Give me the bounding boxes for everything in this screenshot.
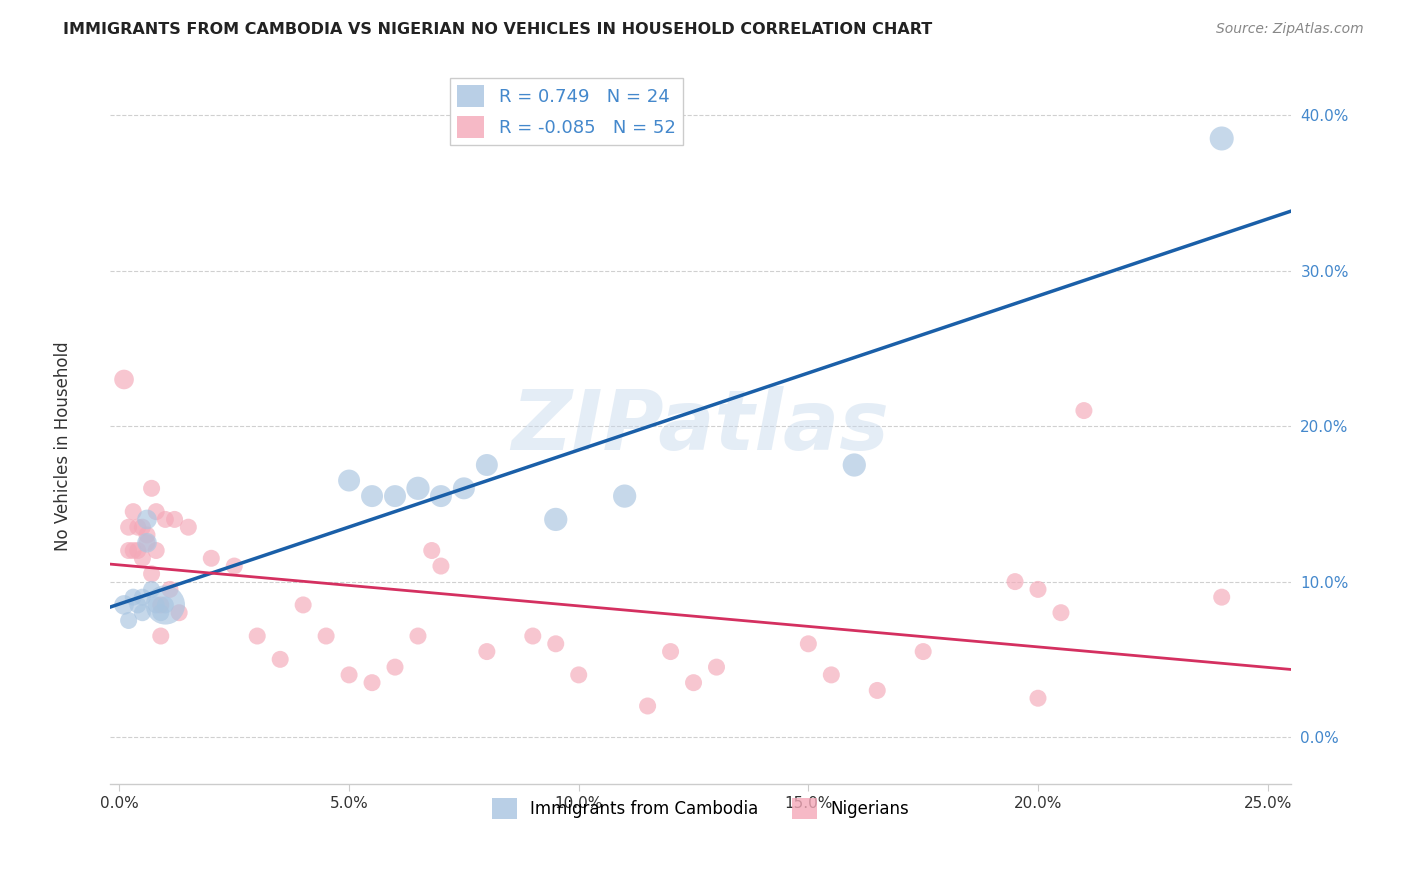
Point bbox=[430, 489, 453, 503]
Point bbox=[136, 535, 159, 549]
Point bbox=[159, 582, 181, 597]
Point bbox=[131, 606, 153, 620]
Point bbox=[155, 598, 177, 612]
Point bbox=[797, 637, 820, 651]
Point bbox=[145, 543, 167, 558]
Point bbox=[866, 683, 889, 698]
Point bbox=[127, 543, 149, 558]
Text: Source: ZipAtlas.com: Source: ZipAtlas.com bbox=[1216, 22, 1364, 37]
Point bbox=[522, 629, 544, 643]
Point bbox=[122, 543, 145, 558]
Point bbox=[844, 458, 866, 472]
Point bbox=[337, 668, 360, 682]
Point bbox=[659, 644, 682, 658]
Point bbox=[131, 551, 153, 566]
Point bbox=[337, 474, 360, 488]
Point bbox=[1073, 403, 1095, 417]
Point bbox=[820, 668, 842, 682]
Point bbox=[145, 598, 167, 612]
Point bbox=[384, 660, 406, 674]
Point bbox=[141, 566, 163, 581]
Point bbox=[112, 598, 135, 612]
Point bbox=[269, 652, 291, 666]
Point bbox=[544, 637, 567, 651]
Point bbox=[117, 520, 139, 534]
Point bbox=[136, 528, 159, 542]
Point bbox=[112, 372, 135, 386]
Point bbox=[475, 644, 498, 658]
Point bbox=[155, 598, 177, 612]
Point bbox=[224, 559, 246, 574]
Point bbox=[200, 551, 222, 566]
Point bbox=[122, 590, 145, 604]
Point bbox=[637, 698, 659, 713]
Point bbox=[117, 543, 139, 558]
Point bbox=[315, 629, 337, 643]
Point bbox=[149, 598, 172, 612]
Point bbox=[1211, 131, 1233, 145]
Point bbox=[127, 520, 149, 534]
Point bbox=[453, 481, 475, 495]
Point bbox=[141, 481, 163, 495]
Point bbox=[292, 598, 315, 612]
Point bbox=[246, 629, 269, 643]
Point bbox=[131, 520, 153, 534]
Point bbox=[430, 559, 453, 574]
Point bbox=[167, 606, 190, 620]
Point bbox=[177, 520, 200, 534]
Point bbox=[406, 481, 429, 495]
Point bbox=[682, 675, 704, 690]
Point bbox=[122, 505, 145, 519]
Point bbox=[131, 590, 153, 604]
Point bbox=[706, 660, 728, 674]
Text: No Vehicles in Household: No Vehicles in Household bbox=[55, 341, 72, 551]
Point bbox=[1026, 691, 1049, 706]
Point bbox=[613, 489, 636, 503]
Point bbox=[145, 505, 167, 519]
Point bbox=[1004, 574, 1026, 589]
Point bbox=[136, 512, 159, 526]
Point bbox=[361, 489, 384, 503]
Point bbox=[163, 512, 186, 526]
Text: IMMIGRANTS FROM CAMBODIA VS NIGERIAN NO VEHICLES IN HOUSEHOLD CORRELATION CHART: IMMIGRANTS FROM CAMBODIA VS NIGERIAN NO … bbox=[63, 22, 932, 37]
Point bbox=[420, 543, 443, 558]
Point bbox=[544, 512, 567, 526]
Point bbox=[568, 668, 591, 682]
Point bbox=[155, 512, 177, 526]
Point bbox=[141, 582, 163, 597]
Point bbox=[127, 598, 149, 612]
Point bbox=[361, 675, 384, 690]
Point bbox=[117, 614, 139, 628]
Point bbox=[1050, 606, 1073, 620]
Point bbox=[384, 489, 406, 503]
Text: ZIPatlas: ZIPatlas bbox=[512, 385, 890, 467]
Point bbox=[1026, 582, 1049, 597]
Point bbox=[912, 644, 935, 658]
Legend: Immigrants from Cambodia, Nigerians: Immigrants from Cambodia, Nigerians bbox=[485, 792, 915, 825]
Point bbox=[149, 606, 172, 620]
Point bbox=[475, 458, 498, 472]
Point bbox=[406, 629, 429, 643]
Point bbox=[149, 629, 172, 643]
Point bbox=[1211, 590, 1233, 604]
Point bbox=[136, 535, 159, 549]
